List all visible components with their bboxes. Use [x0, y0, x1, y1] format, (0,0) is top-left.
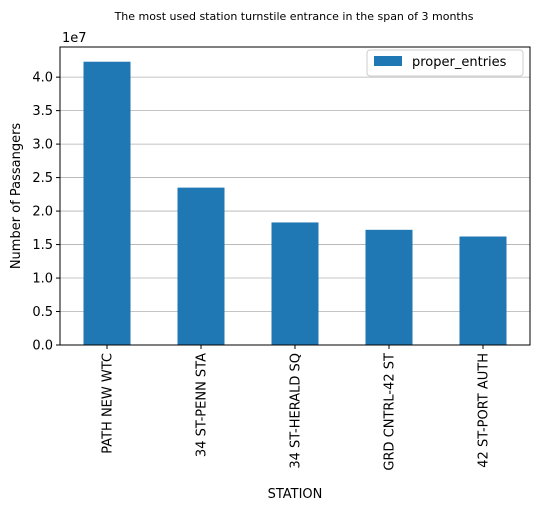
x-axis-label: STATION: [268, 487, 323, 502]
x-tick-label: 34 ST-PENN STA: [195, 353, 210, 457]
x-tick-label: GRD CNTRL-42 ST: [383, 353, 398, 471]
bar: [177, 187, 225, 345]
bars: [83, 61, 507, 346]
legend: proper_entries: [366, 49, 524, 77]
y-axis: 0.0 0.5 1.0 1.5 2.0 2.5 3.0 3.5 4.0: [32, 71, 60, 354]
y-tick-label: 0.0: [32, 339, 53, 354]
y-tick-label: 4.0: [32, 71, 53, 86]
bar: [459, 236, 507, 345]
y-tick-label: 2.0: [32, 205, 53, 220]
y-tick-label: 1.5: [32, 238, 53, 253]
y-tick-label: 3.0: [32, 138, 53, 153]
bar: [271, 222, 319, 345]
y-scale-label: 1e7: [62, 31, 87, 46]
grid-lines: [60, 76, 530, 346]
x-tick-label: PATH NEW WTC: [101, 353, 116, 454]
y-tick-label: 1.0: [32, 272, 53, 287]
y-tick-label: 3.5: [32, 104, 53, 119]
bar: [365, 229, 413, 345]
x-axis: PATH NEW WTC 34 ST-PENN STA 34 ST-HERALD S…: [101, 345, 492, 471]
bar: [83, 61, 131, 346]
y-tick-label: 2.5: [32, 171, 53, 186]
chart-title: The most used station turnstile entrance…: [114, 10, 474, 23]
legend-swatch: [374, 56, 402, 66]
legend-label: proper_entries: [412, 55, 507, 70]
y-tick-label: 0.5: [32, 305, 53, 320]
legend-frame: [366, 49, 524, 77]
x-tick-label: 34 ST-HERALD SQ: [289, 353, 304, 469]
y-axis-label: Number of Passangers: [9, 123, 24, 270]
x-tick-label: 42 ST-PORT AUTH: [477, 353, 492, 468]
